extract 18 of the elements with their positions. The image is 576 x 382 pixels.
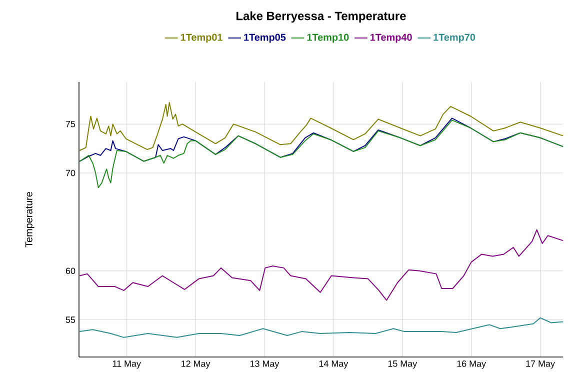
legend-label: 1Temp70: [434, 34, 476, 43]
x-tick-label: 16 May: [457, 360, 486, 369]
legend-label: 1Temp40: [370, 34, 412, 43]
x-tick-label: 14 May: [319, 360, 348, 369]
y-tick-label: 70: [66, 170, 76, 176]
legend-label: 1Temp01: [180, 34, 222, 43]
x-tick-label: 12 May: [182, 360, 210, 369]
y-tick-label: 75: [66, 120, 76, 128]
y-tick-label: 55: [66, 316, 76, 323]
x-tick-label: 17 May: [526, 360, 555, 369]
chart-title: Lake Berryessa - Temperature: [236, 11, 406, 23]
x-tick-label: 13 May: [250, 360, 280, 369]
legend-label: 1Temp10: [307, 34, 349, 43]
y-tick-label: 60: [66, 268, 76, 274]
x-tick-label: 11 May: [112, 360, 141, 369]
x-tick-label: 15 May: [388, 360, 418, 369]
y-axis-title: Temperature: [25, 192, 34, 248]
legend-label: 1Temp05: [244, 34, 286, 43]
